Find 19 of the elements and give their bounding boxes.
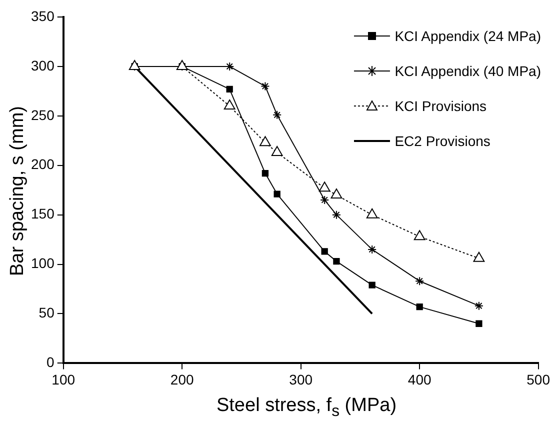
x-axis-title: Steel stress, f$_{s}$ (MPa): [215, 395, 398, 421]
y-tick-label: 100: [31, 255, 55, 272]
x-tick-label: 300: [289, 371, 313, 388]
y-tick-label: 250: [31, 106, 55, 123]
legend-label: KCI Provisions: [394, 98, 487, 114]
x-tick-label: 400: [408, 371, 432, 388]
x-tick-label: 200: [170, 371, 194, 388]
y-tick-label: 300: [31, 57, 55, 74]
y-tick-label: 200: [31, 156, 55, 172]
y-tick-label: 350: [31, 8, 55, 24]
legend-label: EC2 Provisions: [394, 132, 490, 148]
x-tick-label: 500: [526, 371, 550, 388]
y-tick-label: 50: [38, 304, 55, 321]
y-tick-label: 0: [46, 354, 55, 370]
x-tick-label: 100: [52, 371, 76, 388]
y-axis-title: Bar spacing, s (mm): [7, 105, 29, 278]
legend-label: KCI Appendix (24 MPa): [394, 28, 541, 44]
legend-label: KCI Appendix (40 MPa): [394, 62, 541, 78]
y-tick-label: 150: [31, 206, 55, 222]
